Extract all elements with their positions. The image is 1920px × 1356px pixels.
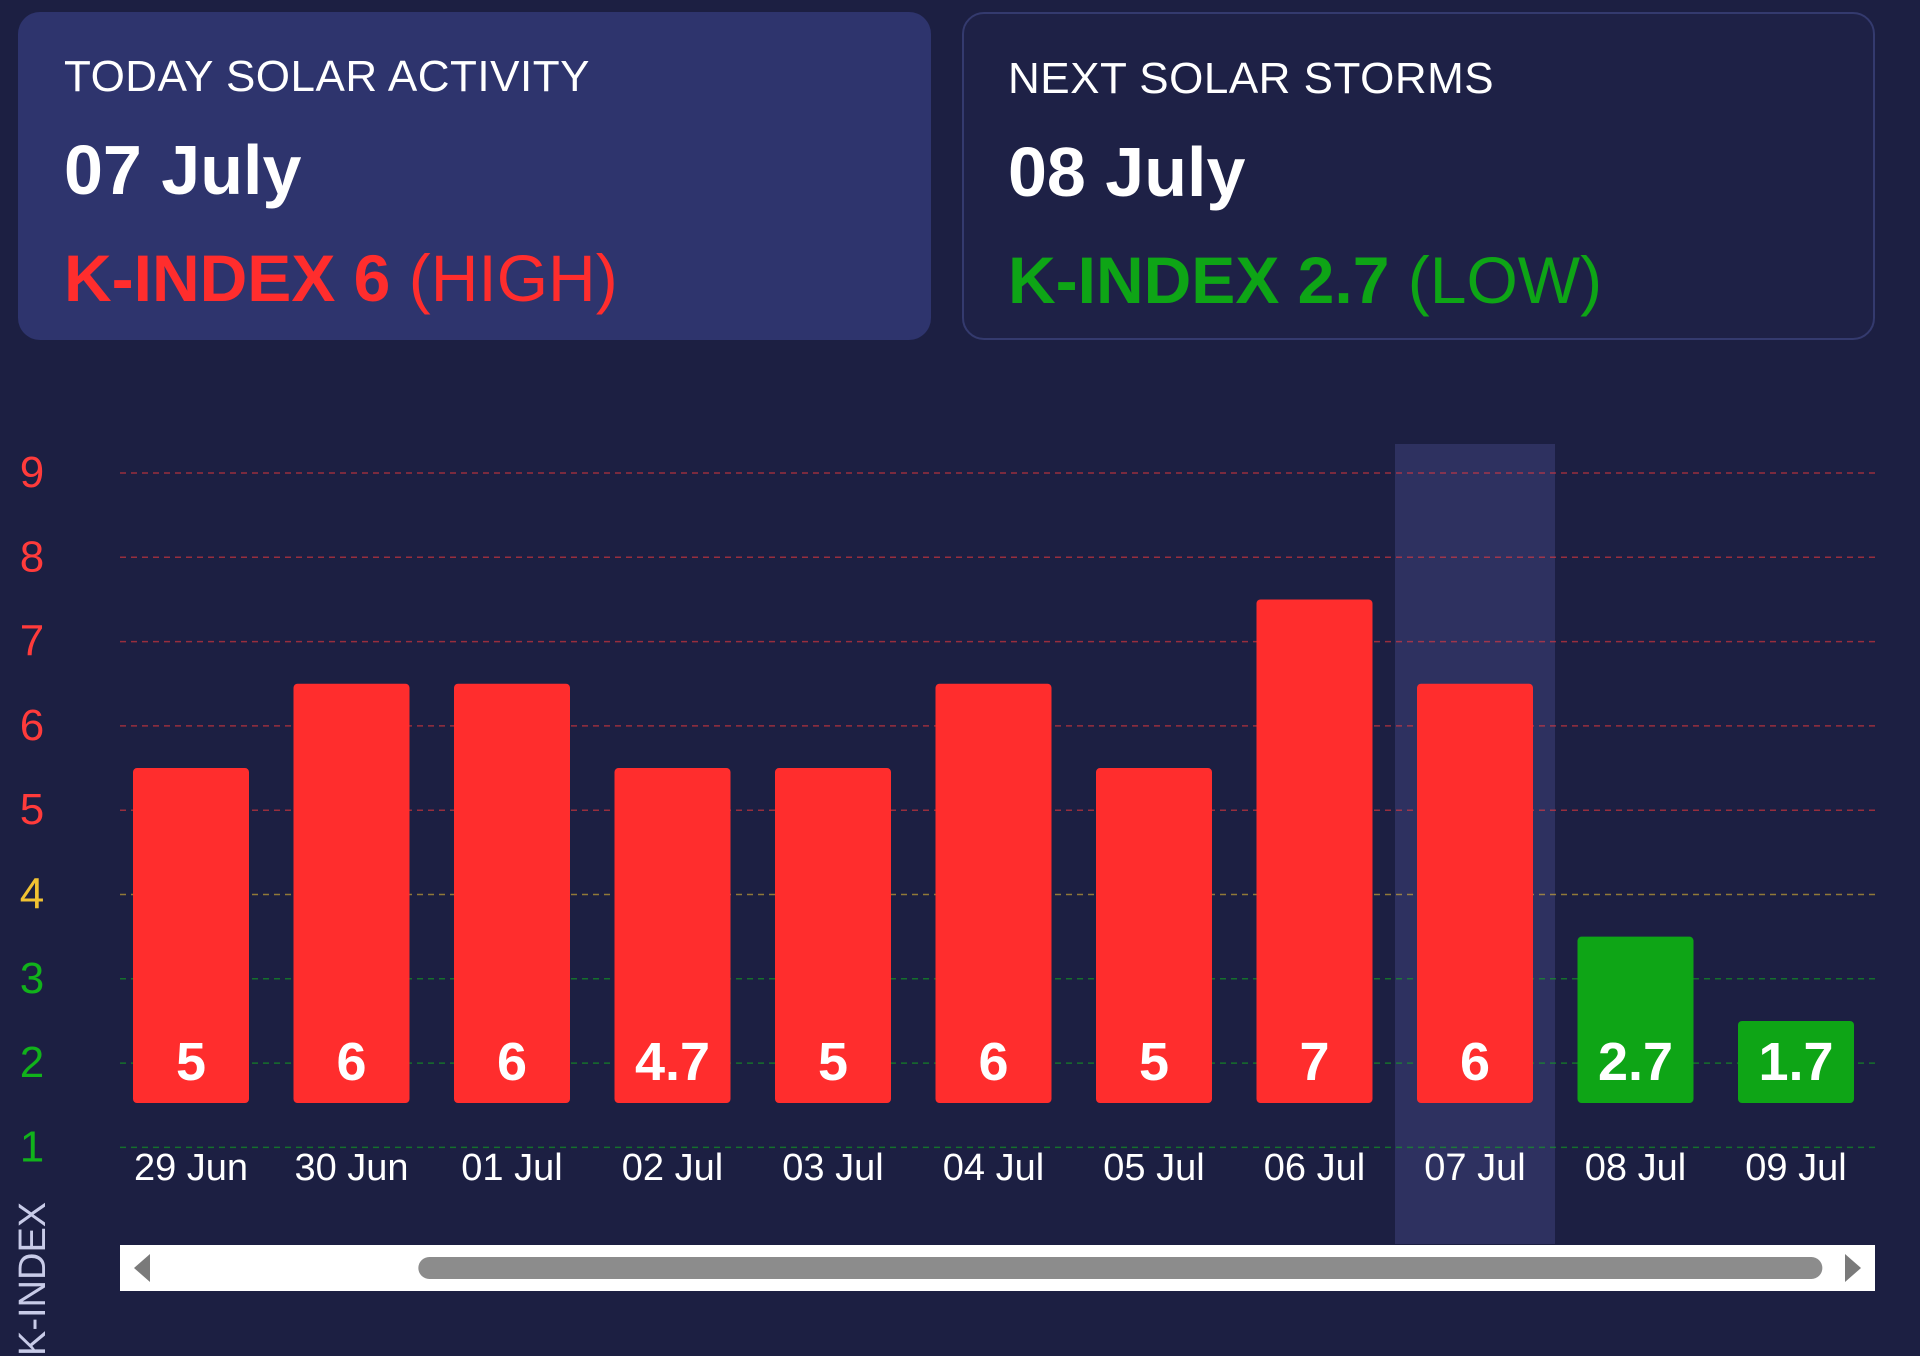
y-tick-label-5: 5 — [20, 785, 44, 834]
x-tick-label: 29 Jun — [134, 1147, 248, 1189]
next-kindex-level: (LOW) — [1407, 243, 1603, 317]
bar-value-label: 6 — [497, 1032, 527, 1092]
bar-value-label: 5 — [1139, 1032, 1169, 1092]
bar-01-jul — [454, 683, 570, 1103]
bar-07-jul — [1417, 683, 1533, 1103]
bar-08-jul — [1577, 936, 1694, 1103]
right-arrow-icon[interactable] — [1845, 1254, 1861, 1282]
kindex-bar-chart: 9 8 7 6 5 4 3 2 1 5 29 Jun 6 30 Jun 6 01 Jul 4.7 02 Jul 5… — [20, 444, 1875, 1291]
next-kindex: K-INDEX 2.7 (LOW) — [1008, 242, 1602, 318]
x-tick-label: 05 Jul — [1103, 1147, 1204, 1189]
y-axis-label: K-INDEX — [12, 1201, 54, 1356]
next-card-title: NEXT SOLAR STORMS — [1008, 54, 1495, 103]
bar-30-jun — [293, 683, 410, 1103]
x-tick-label: 08 Jul — [1585, 1147, 1686, 1189]
y-tick-label-2: 2 — [20, 1038, 44, 1087]
bar-value-label: 6 — [336, 1032, 366, 1092]
left-arrow-icon[interactable] — [134, 1254, 150, 1282]
y-tick-label-9: 9 — [20, 448, 44, 497]
today-solar-activity-card: TODAY SOLAR ACTIVITY 07 July K-INDEX 6 (… — [18, 12, 931, 340]
x-tick-label: 04 Jul — [943, 1147, 1044, 1189]
today-card-title: TODAY SOLAR ACTIVITY — [64, 52, 590, 101]
bar-02-jul — [614, 768, 731, 1103]
y-tick-label-7: 7 — [20, 617, 44, 666]
bar-value-label: 7 — [1299, 1032, 1329, 1092]
x-tick-label: 06 Jul — [1264, 1147, 1365, 1189]
bar-value-label: 6 — [1460, 1032, 1490, 1092]
scrollbar-thumb[interactable] — [418, 1257, 1823, 1279]
bar-value-label: 1.7 — [1758, 1032, 1833, 1092]
x-tick-label: 03 Jul — [782, 1147, 883, 1189]
y-tick-label-3: 3 — [20, 954, 44, 1003]
y-tick-label-4: 4 — [20, 870, 44, 919]
bar-04-jul — [935, 683, 1052, 1103]
next-kindex-value: K-INDEX 2.7 — [1008, 243, 1390, 317]
next-card-date: 08 July — [1008, 133, 1246, 211]
bar-05-jul — [1096, 768, 1212, 1103]
bar-value-label: 6 — [978, 1032, 1008, 1092]
today-kindex: K-INDEX 6 (HIGH) — [64, 240, 618, 316]
bar-value-label: 2.7 — [1598, 1032, 1673, 1092]
today-kindex-level: (HIGH) — [408, 241, 618, 315]
bar-29-jun — [133, 768, 249, 1103]
bar-value-label: 5 — [176, 1032, 206, 1092]
x-tick-label: 07 Jul — [1424, 1147, 1525, 1189]
bar-value-label: 5 — [818, 1032, 848, 1092]
bar-06-jul — [1256, 599, 1373, 1103]
today-card-date: 07 July — [64, 131, 302, 209]
bar-09-jul — [1738, 1020, 1854, 1103]
x-tick-label: 09 Jul — [1745, 1147, 1846, 1189]
today-kindex-value: K-INDEX 6 — [64, 241, 391, 315]
y-tick-label-8: 8 — [20, 532, 44, 581]
x-tick-label: 30 Jun — [294, 1147, 408, 1189]
bar-value-label: 4.7 — [635, 1032, 710, 1092]
x-tick-label: 01 Jul — [461, 1147, 562, 1189]
y-tick-label-1: 1 — [20, 1122, 44, 1171]
next-solar-storms-card: NEXT SOLAR STORMS 08 July K-INDEX 2.7 (L… — [962, 12, 1875, 340]
x-tick-label: 02 Jul — [622, 1147, 723, 1189]
y-tick-label-6: 6 — [20, 701, 44, 750]
bar-03-jul — [775, 768, 891, 1103]
